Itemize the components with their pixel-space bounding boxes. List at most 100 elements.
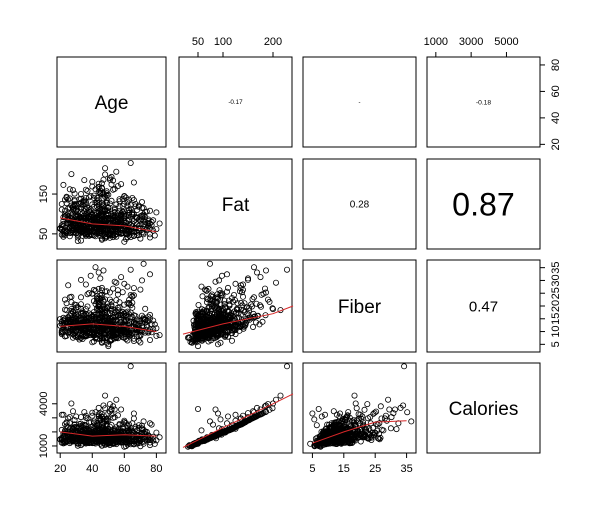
data-point	[82, 214, 89, 221]
diagonal-label-fiber: Fiber	[338, 297, 382, 318]
data-point	[103, 416, 110, 423]
data-point	[253, 300, 260, 307]
data-point	[220, 324, 227, 331]
diagonal-label-calories: Calories	[449, 399, 519, 420]
data-point	[116, 299, 123, 306]
data-point	[113, 168, 120, 175]
data-point	[224, 413, 231, 420]
data-point	[250, 264, 257, 271]
data-point	[148, 421, 155, 428]
data-point	[269, 400, 276, 407]
data-point	[68, 293, 75, 300]
data-point	[259, 318, 266, 325]
data-point	[62, 296, 69, 303]
data-point	[146, 271, 153, 278]
data-point	[97, 220, 104, 227]
data-point	[234, 323, 241, 330]
data-point	[130, 319, 137, 326]
data-point	[79, 438, 86, 445]
data-point	[89, 429, 96, 436]
data-layer	[57, 159, 415, 450]
age-x-axis-tick-label: 20	[54, 463, 66, 475]
data-point	[221, 429, 228, 436]
data-point	[230, 325, 237, 332]
data-point	[148, 329, 155, 336]
data-point	[70, 408, 77, 415]
data-point	[98, 284, 105, 291]
data-point	[359, 422, 366, 429]
data-point	[121, 228, 128, 235]
data-point	[65, 415, 72, 422]
points-fiber-age	[57, 260, 163, 350]
data-point	[94, 419, 101, 426]
data-point	[78, 190, 85, 197]
data-point	[232, 309, 239, 316]
data-point	[86, 289, 93, 296]
data-point	[239, 293, 246, 300]
panel-fat-fiber	[302, 158, 417, 250]
data-point	[73, 333, 80, 340]
data-point	[63, 212, 70, 219]
data-point	[207, 434, 214, 441]
data-point	[87, 426, 94, 433]
data-point	[105, 204, 112, 211]
fiber-y-axis-tick-label: 15	[550, 313, 562, 325]
data-point	[277, 392, 284, 399]
data-point	[249, 323, 256, 330]
data-point	[135, 203, 142, 210]
fat-x-axis-tick-label: 50	[192, 36, 204, 48]
data-point	[212, 406, 219, 413]
data-point	[70, 203, 77, 210]
data-point	[355, 415, 362, 422]
data-point	[378, 415, 385, 422]
data-point	[248, 303, 255, 310]
data-point	[108, 336, 115, 343]
data-point	[130, 292, 137, 299]
data-point	[135, 337, 142, 344]
data-point	[66, 230, 73, 237]
data-point	[108, 302, 115, 309]
calories-x-axis-tick-label: 1000	[424, 36, 448, 48]
data-point	[209, 293, 216, 300]
data-point	[65, 196, 72, 203]
data-point	[257, 303, 264, 310]
data-point	[105, 214, 112, 221]
data-point	[126, 322, 133, 329]
data-point	[250, 409, 257, 416]
data-point	[110, 232, 117, 239]
data-point	[194, 405, 201, 412]
data-point	[195, 301, 202, 308]
data-point	[58, 331, 65, 338]
data-point	[222, 303, 229, 310]
data-point	[151, 321, 158, 328]
data-point	[134, 333, 141, 340]
data-point	[137, 286, 144, 293]
data-point	[81, 409, 88, 416]
data-point	[110, 285, 117, 292]
data-point	[352, 400, 359, 407]
data-point	[250, 294, 257, 301]
data-point	[224, 284, 231, 291]
data-point	[142, 316, 149, 323]
data-point	[217, 339, 224, 346]
data-point	[60, 181, 67, 188]
data-point	[228, 337, 235, 344]
data-point	[246, 314, 253, 321]
data-point	[116, 422, 123, 429]
correlation-fat-calories: 0.87	[452, 186, 515, 222]
data-point	[100, 176, 107, 183]
data-point	[404, 409, 411, 416]
data-point	[408, 418, 415, 425]
fiber-y-axis-tick-label: 25	[550, 287, 562, 299]
data-point	[78, 276, 85, 283]
data-point	[253, 269, 260, 276]
data-point	[130, 285, 137, 292]
data-point	[100, 402, 107, 409]
data-point	[358, 433, 365, 440]
data-point	[151, 232, 158, 239]
panel-calories-calories	[426, 362, 541, 454]
smoother-line-fiber-fat	[182, 305, 294, 335]
data-point	[213, 309, 220, 316]
data-point	[335, 418, 342, 425]
data-point	[209, 421, 216, 428]
